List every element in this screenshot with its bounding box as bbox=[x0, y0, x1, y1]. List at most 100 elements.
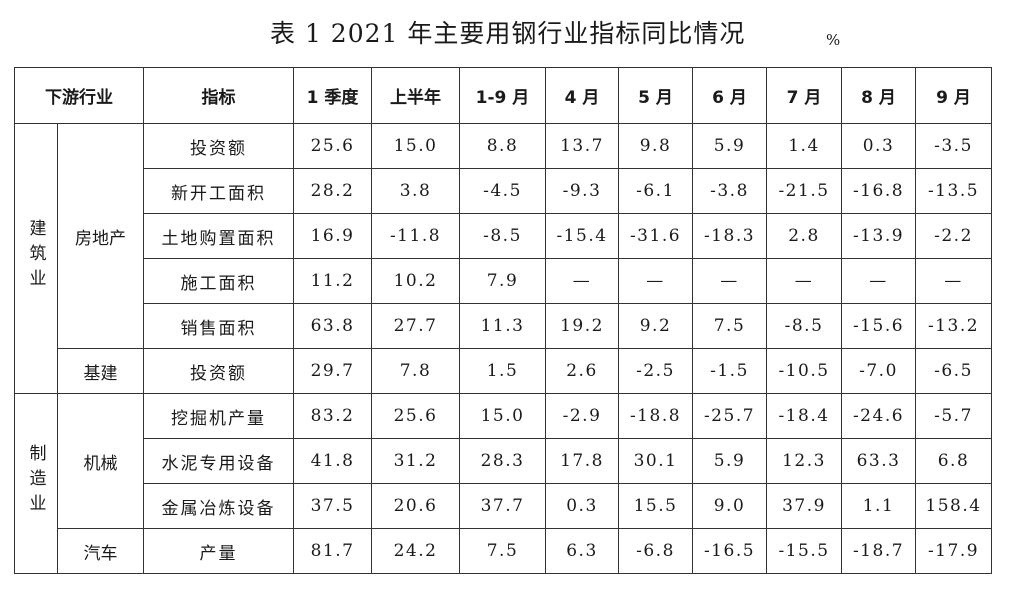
table-row: 金属冶炼设备 37.5 20.6 37.7 0.3 15.5 9.0 37.9 … bbox=[15, 483, 992, 529]
sector-label: 制造业 bbox=[25, 443, 46, 519]
value-cell: -13.5 bbox=[915, 168, 992, 214]
value-cell: -2.2 bbox=[915, 213, 992, 259]
value-cell: -8.5 bbox=[766, 303, 842, 349]
value-cell: -17.9 bbox=[915, 528, 992, 574]
value-cell: 6.8 bbox=[915, 438, 992, 484]
value-cell: 1.5 bbox=[459, 348, 546, 394]
table-title-text: 表 1 2021 年主要用钢行业指标同比情况 bbox=[270, 19, 746, 48]
header-indicator: 指标 bbox=[143, 67, 294, 124]
value-cell: 19.2 bbox=[545, 303, 619, 349]
header-period: 1 季度 bbox=[293, 67, 372, 124]
value-cell: 6.3 bbox=[545, 528, 619, 574]
value-cell: 7.5 bbox=[692, 303, 767, 349]
value-cell: -11.8 bbox=[371, 213, 460, 259]
header-period: 上半年 bbox=[371, 67, 460, 124]
value-cell: 28.2 bbox=[293, 168, 372, 214]
indicator-cell: 土地购置面积 bbox=[143, 213, 294, 259]
value-cell: — bbox=[766, 258, 842, 304]
value-cell: 0.3 bbox=[841, 123, 916, 169]
value-cell: — bbox=[841, 258, 916, 304]
value-cell: 9.8 bbox=[618, 123, 693, 169]
indicator-cell: 投资额 bbox=[143, 123, 294, 169]
value-cell: — bbox=[692, 258, 767, 304]
value-cell: 37.9 bbox=[766, 483, 842, 529]
steel-industry-table: 下游行业 指标 1 季度 上半年 1-9 月 4 月 5 月 6 月 7 月 8… bbox=[14, 67, 992, 574]
table-row: 土地购置面积 16.9 -11.8 -8.5 -15.4 -31.6 -18.3… bbox=[15, 213, 992, 259]
value-cell: -1.5 bbox=[692, 348, 767, 394]
header-period: 1-9 月 bbox=[459, 67, 546, 124]
table-row: 施工面积 11.2 10.2 7.9 — — — — — — bbox=[15, 258, 992, 304]
indicator-cell: 销售面积 bbox=[143, 303, 294, 349]
indicator-cell: 新开工面积 bbox=[143, 168, 294, 214]
value-cell: 5.9 bbox=[692, 438, 767, 484]
sector-label: 建筑业 bbox=[25, 218, 46, 294]
header-row: 下游行业 指标 1 季度 上半年 1-9 月 4 月 5 月 6 月 7 月 8… bbox=[14, 67, 992, 124]
value-cell: -3.5 bbox=[915, 123, 992, 169]
value-cell: -5.7 bbox=[915, 393, 992, 439]
header-period: 8 月 bbox=[841, 67, 916, 124]
value-cell: 1.1 bbox=[841, 483, 916, 529]
value-cell: 41.8 bbox=[293, 438, 372, 484]
value-cell: -16.5 bbox=[692, 528, 767, 574]
value-cell: -18.4 bbox=[766, 393, 842, 439]
value-cell: -2.9 bbox=[545, 393, 619, 439]
value-cell: -21.5 bbox=[766, 168, 842, 214]
table-row: 新开工面积 28.2 3.8 -4.5 -9.3 -6.1 -3.8 -21.5… bbox=[15, 168, 992, 214]
value-cell: 9.2 bbox=[618, 303, 693, 349]
subsector-auto: 汽车 bbox=[57, 528, 144, 574]
value-cell: -24.6 bbox=[841, 393, 916, 439]
value-cell: -15.6 bbox=[841, 303, 916, 349]
header-period: 7 月 bbox=[766, 67, 842, 124]
value-cell: 2.6 bbox=[545, 348, 619, 394]
value-cell: -13.9 bbox=[841, 213, 916, 259]
table-row: 建筑业 房地产 投资额 25.6 15.0 8.8 13.7 9.8 5.9 1… bbox=[14, 123, 992, 394]
value-cell: 7.8 bbox=[371, 348, 460, 394]
value-cell: -15.5 bbox=[766, 528, 842, 574]
table-row: 基建 投资额 29.7 7.8 1.5 2.6 -2.5 -1.5 -10.5 … bbox=[15, 348, 992, 394]
value-cell: 17.8 bbox=[545, 438, 619, 484]
table-row: 汽车 产量 81.7 24.2 7.5 6.3 -6.8 -16.5 -15.5… bbox=[15, 528, 992, 574]
value-cell: — bbox=[915, 258, 992, 304]
value-cell: 16.9 bbox=[293, 213, 372, 259]
value-cell: 15.0 bbox=[371, 123, 460, 169]
subsector-infrastructure: 基建 bbox=[57, 348, 144, 394]
value-cell: 15.0 bbox=[459, 393, 546, 439]
value-cell: 29.7 bbox=[293, 348, 372, 394]
value-cell: 63.3 bbox=[841, 438, 916, 484]
indicator-cell: 施工面积 bbox=[143, 258, 294, 304]
value-cell: -18.3 bbox=[692, 213, 767, 259]
value-cell: -7.0 bbox=[841, 348, 916, 394]
value-cell: 15.5 bbox=[618, 483, 693, 529]
value-cell: -18.8 bbox=[618, 393, 693, 439]
table-unit: % bbox=[826, 31, 841, 49]
value-cell: 31.2 bbox=[371, 438, 460, 484]
value-cell: 12.3 bbox=[766, 438, 842, 484]
value-cell: 11.2 bbox=[293, 258, 372, 304]
value-cell: 24.2 bbox=[371, 528, 460, 574]
subsector-real-estate: 房地产 bbox=[57, 123, 144, 349]
header-industry: 下游行业 bbox=[14, 67, 144, 124]
value-cell: -18.7 bbox=[841, 528, 916, 574]
indicator-cell: 挖掘机产量 bbox=[143, 393, 294, 439]
header-period: 9 月 bbox=[915, 67, 992, 124]
table-row: 制造业 机械 挖掘机产量 83.2 25.6 15.0 -2.9 -18.8 -… bbox=[14, 393, 992, 574]
value-cell: 30.1 bbox=[618, 438, 693, 484]
value-cell: -2.5 bbox=[618, 348, 693, 394]
header-period: 4 月 bbox=[545, 67, 619, 124]
subsector-machinery: 机械 bbox=[57, 393, 144, 529]
value-cell: -25.7 bbox=[692, 393, 767, 439]
value-cell: -4.5 bbox=[459, 168, 546, 214]
value-cell: 5.9 bbox=[692, 123, 767, 169]
value-cell: -6.5 bbox=[915, 348, 992, 394]
value-cell: -13.2 bbox=[915, 303, 992, 349]
value-cell: 11.3 bbox=[459, 303, 546, 349]
value-cell: 28.3 bbox=[459, 438, 546, 484]
value-cell: -31.6 bbox=[618, 213, 693, 259]
value-cell: 63.8 bbox=[293, 303, 372, 349]
value-cell: 37.7 bbox=[459, 483, 546, 529]
value-cell: 7.5 bbox=[459, 528, 546, 574]
table-row: 销售面积 63.8 27.7 11.3 19.2 9.2 7.5 -8.5 -1… bbox=[15, 303, 992, 349]
value-cell: 10.2 bbox=[371, 258, 460, 304]
value-cell: -15.4 bbox=[545, 213, 619, 259]
table-row: 水泥专用设备 41.8 31.2 28.3 17.8 30.1 5.9 12.3… bbox=[15, 438, 992, 484]
